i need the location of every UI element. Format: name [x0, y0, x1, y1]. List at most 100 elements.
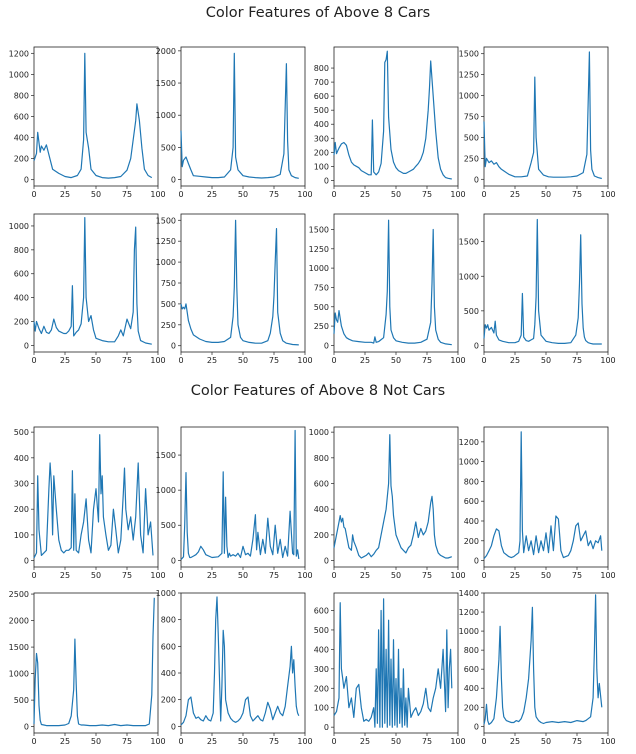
- y-tick-label: 1000: [9, 670, 29, 679]
- y-tick-label: 250: [464, 154, 479, 163]
- y-tick-label: 400: [314, 645, 329, 654]
- y-tick-label: 800: [464, 646, 479, 655]
- x-tick-label: 100: [297, 737, 312, 746]
- y-tick-label: 1400: [459, 589, 479, 598]
- y-tick-label: 1500: [309, 225, 329, 234]
- y-tick-label: 1000: [9, 70, 29, 79]
- y-tick-label: 500: [314, 626, 329, 635]
- y-tick-label: 600: [161, 642, 176, 651]
- y-tick-label: 1500: [156, 216, 176, 225]
- y-tick-label: 800: [464, 477, 479, 486]
- y-tick-label: 800: [14, 246, 29, 255]
- plot-frame: [33, 213, 159, 353]
- y-tick-label: 400: [161, 669, 176, 678]
- subplot-3: 0 25 50 75 100 0 100 200 300 400 500 600 700 800: [314, 46, 466, 199]
- figure-title-cars: Color Features of Above 8 Cars: [205, 5, 431, 21]
- y-tick-label: 400: [14, 294, 29, 303]
- y-tick-label: 1000: [309, 264, 329, 273]
- y-tick-label: 400: [464, 517, 479, 526]
- subplot-9: 0 25 50 75 100 0 100 200 300 400 500: [14, 426, 166, 580]
- x-tick-label: 50: [91, 737, 101, 746]
- y-tick-label: 1250: [309, 245, 329, 254]
- series-line: [483, 594, 603, 726]
- y-tick-label: 400: [464, 684, 479, 693]
- y-tick-label: 2000: [9, 617, 29, 626]
- y-tick-label: 1250: [459, 71, 479, 80]
- x-tick-label: 75: [122, 737, 132, 746]
- x-tick-label: 25: [207, 571, 217, 580]
- x-tick-label: 100: [297, 190, 312, 199]
- y-tick-label: 0: [24, 557, 29, 566]
- y-tick-label: 2000: [156, 47, 176, 56]
- x-tick-label: 75: [269, 190, 279, 199]
- y-tick-label: 0: [171, 342, 176, 351]
- y-tick-label: 600: [314, 92, 329, 101]
- series-line: [483, 218, 602, 345]
- y-tick-label: 500: [314, 303, 329, 312]
- x-tick-label: 0: [331, 356, 336, 365]
- x-tick-label: 75: [122, 190, 132, 199]
- y-tick-label: 400: [314, 505, 329, 514]
- x-tick-label: 75: [269, 737, 279, 746]
- x-tick-label: 0: [331, 190, 336, 199]
- x-tick-label: 0: [31, 571, 36, 580]
- x-tick-label: 100: [450, 356, 465, 365]
- x-tick-label: 25: [360, 737, 370, 746]
- y-tick-label: 0: [474, 722, 479, 731]
- y-tick-label: 200: [14, 505, 29, 514]
- y-tick-label: 0: [324, 557, 329, 566]
- y-tick-label: 0: [474, 341, 479, 350]
- x-tick-label: 0: [481, 571, 486, 580]
- x-tick-label: 75: [572, 737, 582, 746]
- x-tick-label: 50: [91, 356, 101, 365]
- plot-frame: [33, 46, 159, 187]
- y-tick-label: 400: [314, 120, 329, 129]
- y-tick-label: 0: [324, 723, 329, 732]
- x-tick-label: 0: [31, 737, 36, 746]
- series-line: [33, 217, 152, 345]
- y-tick-label: 1000: [459, 458, 479, 467]
- x-tick-label: 0: [178, 737, 183, 746]
- x-tick-label: 25: [360, 190, 370, 199]
- y-tick-label: 750: [464, 113, 479, 122]
- series-line: [180, 596, 300, 726]
- x-tick-label: 50: [238, 190, 248, 199]
- plot-frame: [483, 426, 609, 568]
- y-tick-label: 1000: [309, 428, 329, 437]
- series-line: [333, 50, 452, 180]
- y-tick-label: 100: [314, 704, 329, 713]
- y-tick-label: 500: [161, 300, 176, 309]
- y-tick-label: 600: [14, 270, 29, 279]
- y-tick-label: 800: [161, 616, 176, 625]
- x-tick-label: 50: [91, 571, 101, 580]
- series-line: [180, 219, 299, 346]
- x-tick-label: 0: [178, 356, 183, 365]
- x-tick-label: 25: [60, 190, 70, 199]
- y-tick-label: 1000: [459, 627, 479, 636]
- x-tick-label: 100: [600, 356, 615, 365]
- x-tick-label: 75: [269, 571, 279, 580]
- y-tick-label: 700: [314, 78, 329, 87]
- y-tick-label: 0: [171, 722, 176, 731]
- y-tick-label: 2500: [9, 590, 29, 599]
- y-tick-label: 600: [314, 607, 329, 616]
- x-tick-label: 50: [238, 356, 248, 365]
- y-tick-label: 0: [24, 341, 29, 350]
- series-line: [180, 429, 300, 560]
- plot-frame: [333, 213, 459, 353]
- y-tick-label: 300: [314, 665, 329, 674]
- x-tick-label: 100: [150, 737, 165, 746]
- x-tick-label: 50: [541, 737, 551, 746]
- x-tick-label: 75: [572, 356, 582, 365]
- x-tick-label: 50: [391, 356, 401, 365]
- series-line: [483, 431, 603, 559]
- y-tick-label: 0: [324, 341, 329, 350]
- y-tick-label: 1000: [156, 589, 176, 598]
- x-tick-label: 0: [481, 356, 486, 365]
